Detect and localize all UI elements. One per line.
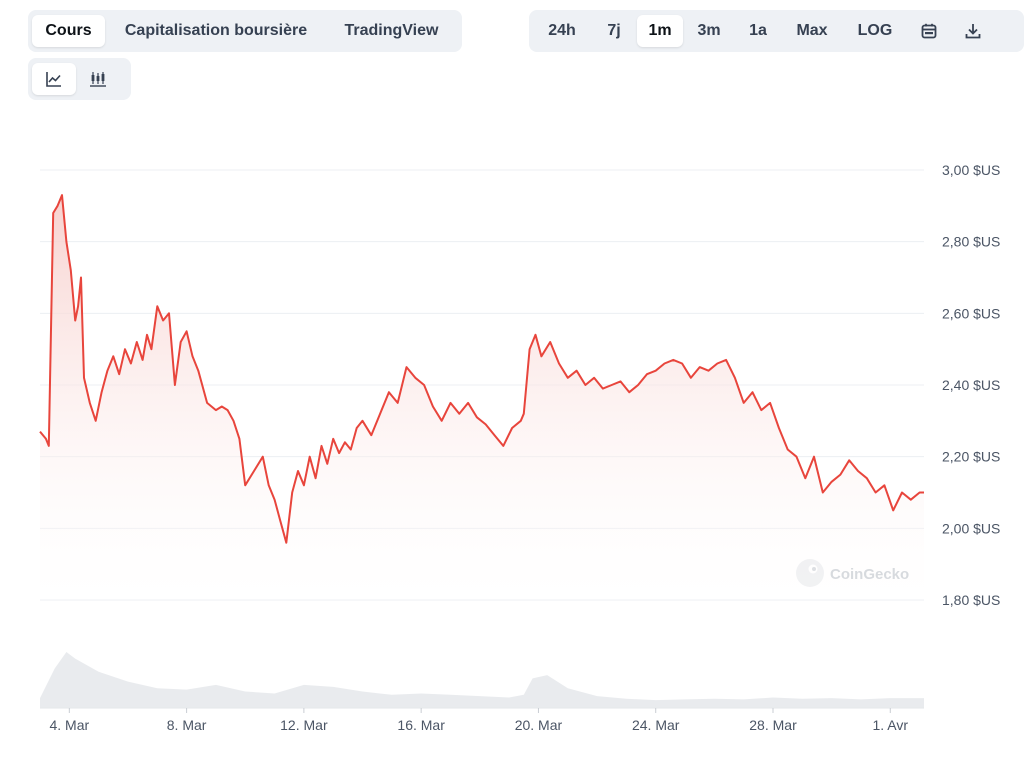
- price-chart: 1,80 $US 2,00 $US 2,20 $US 2,40 $US 2,60 $US…: [39, 162, 1000, 733]
- volume-area: [40, 652, 924, 708]
- chart-view-tabs: Cours Capitalisation boursière TradingVi…: [28, 10, 462, 52]
- price-area: [40, 195, 924, 600]
- y-tick-label: 1,80 $US: [942, 592, 1000, 608]
- calendar-icon: [921, 23, 937, 39]
- x-tick-label: 28. Mar: [749, 717, 797, 733]
- x-tick-label: 24. Mar: [632, 717, 680, 733]
- tab-market-cap[interactable]: Capitalisation boursière: [124, 22, 308, 39]
- y-tick-label: 2,00 $US: [942, 520, 1000, 536]
- x-axis-labels: 4. Mar 8. Mar 12. Mar 16. Mar 20. Mar 24. Mar…: [49, 708, 908, 733]
- range-max-button[interactable]: Max: [796, 22, 828, 39]
- range-24h-button[interactable]: 24h: [548, 22, 576, 39]
- watermark-text: CoinGecko: [830, 566, 909, 583]
- y-tick-label: 2,20 $US: [942, 449, 1000, 465]
- line-chart-icon: [46, 72, 61, 87]
- log-scale-button[interactable]: LOG: [857, 22, 893, 39]
- calendar-button[interactable]: [907, 15, 951, 47]
- range-7d-button[interactable]: 7j: [607, 22, 621, 39]
- y-tick-label: 3,00 $US: [942, 162, 1000, 178]
- y-axis-labels: 1,80 $US 2,00 $US 2,20 $US 2,40 $US 2,60 $US…: [942, 162, 1000, 608]
- y-tick-label: 2,80 $US: [942, 234, 1000, 250]
- download-button[interactable]: [951, 15, 995, 47]
- range-1m-button[interactable]: 1m: [637, 15, 683, 47]
- x-tick-label: 4. Mar: [49, 717, 89, 733]
- tab-tradingview[interactable]: TradingView: [344, 22, 439, 39]
- time-range-tabs: 24h 7j 1m 3m 1a Max LOG: [529, 10, 1024, 52]
- candlestick-icon: [90, 72, 106, 87]
- coingecko-watermark: CoinGecko: [796, 559, 909, 587]
- range-1y-button[interactable]: 1a: [749, 22, 767, 39]
- y-tick-label: 2,40 $US: [942, 377, 1000, 393]
- chart-type-toggle: [28, 58, 131, 100]
- candlestick-button[interactable]: [76, 63, 120, 95]
- download-icon: [965, 24, 981, 39]
- price-line: [39, 194, 924, 544]
- volume-bars: [40, 652, 924, 708]
- line-chart-button[interactable]: [32, 63, 76, 95]
- x-tick-label: 12. Mar: [280, 717, 328, 733]
- tab-price[interactable]: Cours: [32, 15, 105, 47]
- range-3m-button[interactable]: 3m: [697, 22, 721, 39]
- x-tick-label: 8. Mar: [167, 717, 207, 733]
- x-tick-label: 20. Mar: [515, 717, 563, 733]
- x-tick-label: 1. Avr: [873, 717, 909, 733]
- x-tick-label: 16. Mar: [397, 717, 445, 733]
- y-tick-label: 2,60 $US: [942, 305, 1000, 321]
